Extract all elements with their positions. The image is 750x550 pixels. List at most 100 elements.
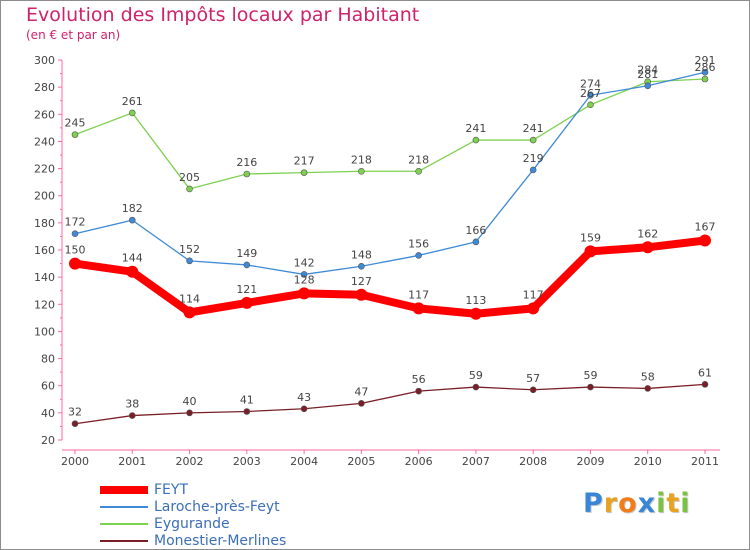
logo-letter: o: [618, 488, 638, 519]
legend-label: Eygurande: [154, 516, 230, 532]
data-point: [699, 234, 711, 247]
data-label: 121: [236, 283, 257, 296]
data-label: 41: [240, 394, 254, 407]
data-label: 142: [294, 256, 315, 269]
y-tick-label: 60: [41, 380, 55, 393]
chart-title: Evolution des Impôts locaux par Habitant: [26, 4, 420, 26]
series-laroche-pr-s-feyt: [71, 68, 709, 278]
data-point: [584, 245, 597, 258]
x-tick-label: 2002: [176, 455, 204, 468]
y-tick-label: 120: [34, 298, 55, 311]
data-point: [358, 262, 365, 270]
data-point: [415, 167, 422, 175]
data-point: [529, 166, 537, 174]
x-tick-label: 2008: [519, 455, 547, 468]
data-label: 47: [354, 385, 368, 398]
x-tick-label: 2004: [290, 455, 318, 468]
data-label: 291: [695, 54, 716, 67]
series-line: [74, 383, 706, 425]
data-point: [128, 216, 136, 224]
data-label: 219: [523, 152, 544, 165]
data-label: 40: [183, 395, 197, 408]
legend-label: Monestier-Merlines: [154, 533, 287, 549]
data-label: 38: [125, 398, 139, 411]
data-label: 172: [65, 216, 86, 229]
data-point: [644, 385, 652, 392]
x-tick-label: 2001: [118, 455, 146, 468]
data-label: 218: [408, 153, 429, 166]
data-label: 274: [580, 77, 601, 90]
data-point: [701, 75, 709, 83]
data-point: [472, 136, 480, 144]
data-label: 57: [526, 372, 540, 385]
data-label: 127: [351, 275, 372, 288]
y-tick-label: 160: [34, 244, 55, 257]
legend-swatch: [100, 540, 148, 542]
data-point: [469, 307, 482, 320]
data-point: [472, 383, 480, 391]
y-tick-label: 260: [34, 108, 55, 121]
legend-label: Laroche-près-Feyt: [154, 499, 280, 515]
logo-letter: i: [680, 488, 691, 519]
data-label: 159: [580, 231, 601, 244]
data-label: 61: [698, 366, 712, 379]
x-tick-label: 2009: [576, 455, 604, 468]
data-point: [701, 68, 709, 76]
data-point: [412, 302, 425, 315]
data-point: [69, 257, 81, 270]
data-label: 267: [580, 87, 601, 100]
data-label: 59: [583, 369, 597, 382]
x-tick-label: 2010: [634, 455, 662, 468]
legend-label: FEYT: [154, 482, 189, 498]
data-point: [243, 408, 251, 415]
data-label: 59: [469, 369, 483, 382]
data-label: 32: [68, 406, 82, 419]
logo-letter: t: [666, 488, 681, 519]
data-label: 284: [637, 64, 658, 77]
data-point: [240, 296, 253, 309]
chart-subtitle: (en € et par an): [26, 28, 121, 42]
series-line: [74, 71, 706, 276]
data-label: 149: [236, 247, 257, 260]
data-point: [587, 101, 594, 109]
series-line: [74, 78, 706, 190]
data-label: 150: [65, 244, 86, 257]
series-monestier-merlines: [71, 381, 709, 428]
data-point: [355, 288, 368, 301]
data-label: 114: [179, 292, 200, 305]
data-point: [128, 412, 136, 419]
data-label: 56: [412, 373, 426, 386]
data-label: 166: [465, 224, 486, 237]
data-point: [128, 109, 136, 117]
data-label: 216: [236, 156, 257, 169]
logo-letter: r: [603, 488, 619, 519]
data-point: [587, 91, 594, 99]
data-label: 152: [179, 243, 200, 256]
data-label: 167: [695, 221, 716, 234]
data-point: [527, 302, 540, 315]
proxiti-logo: Proxiti: [583, 488, 691, 519]
data-label: 117: [523, 288, 544, 301]
logo-letter: P: [583, 488, 604, 519]
data-label: 241: [523, 122, 544, 135]
y-tick-label: 300: [34, 54, 55, 67]
y-tick-label: 20: [41, 434, 55, 447]
data-point: [415, 252, 422, 259]
data-label: 261: [122, 95, 143, 108]
data-point: [71, 420, 79, 428]
data-point: [529, 136, 537, 144]
data-point: [243, 170, 251, 178]
series-line: [71, 236, 709, 318]
data-label: 281: [637, 68, 658, 81]
y-tick-label: 40: [41, 407, 55, 420]
series-eygurande: [71, 75, 709, 193]
y-tick-label: 80: [41, 353, 55, 366]
logo-letter: i: [656, 488, 667, 519]
data-label: 286: [695, 61, 716, 74]
data-label: 43: [297, 391, 311, 404]
x-tick-label: 2003: [233, 455, 261, 468]
data-point: [298, 287, 311, 300]
data-label: 218: [351, 153, 372, 166]
data-point: [358, 400, 365, 407]
legend-swatch: [100, 486, 148, 494]
